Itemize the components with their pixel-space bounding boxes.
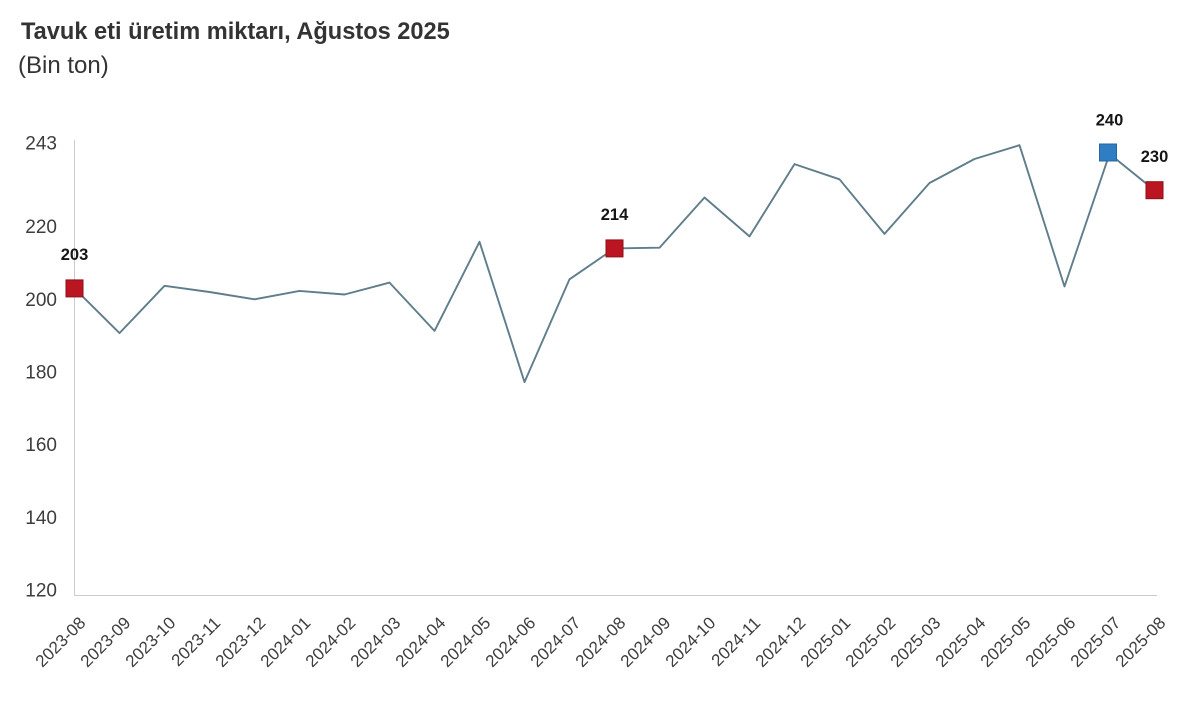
svg-text:200: 200 [25, 290, 57, 311]
svg-text:220: 220 [25, 217, 57, 238]
svg-text:180: 180 [25, 363, 57, 384]
svg-text:230: 230 [1141, 148, 1169, 166]
svg-text:160: 160 [25, 435, 57, 456]
svg-text:140: 140 [25, 508, 57, 529]
svg-text:214: 214 [601, 206, 629, 224]
svg-text:240: 240 [1096, 112, 1124, 130]
svg-text:Tavuk eti üretim miktarı, Ağus: Tavuk eti üretim miktarı, Ağustos 2025 [21, 19, 450, 45]
svg-text:120: 120 [25, 581, 57, 602]
svg-text:243: 243 [25, 134, 57, 155]
svg-text:203: 203 [61, 246, 89, 264]
svg-text:(Bin ton): (Bin ton) [18, 52, 109, 79]
